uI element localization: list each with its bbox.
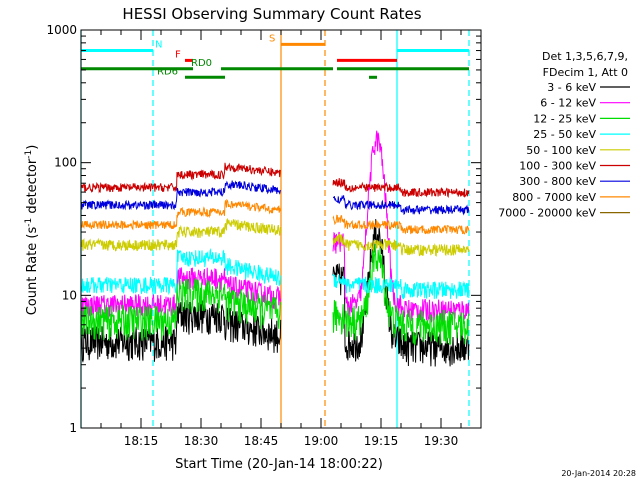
flag-label-3: RD0 [191,58,212,69]
series-1-segment-1 [332,130,470,323]
legend: Det 1,3,5,6,7,9, FDecim 1, Att 0 3 - 6 k… [498,50,630,220]
legend-label-2: 12 - 25 keV [533,112,596,125]
flag-label-2: F [175,49,181,60]
series-6-segment-0 [80,180,281,211]
series-2-segment-0 [80,278,282,341]
y-axis-label-sup1: -1 [24,218,34,227]
y-tick-label-3: 1000 [46,23,77,37]
legend-header-line1: Det 1,3,5,6,7,9, [542,50,628,63]
series-7-segment-0 [80,198,282,231]
x-axis-label: Start Time (20-Jan-14 18:00:22) [175,457,383,472]
legend-label-1: 6 - 12 keV [540,97,596,110]
series-4-segment-0 [80,217,282,252]
footer-date: 20-Jan-2014 20:28 [561,469,636,478]
series-7-segment-1 [332,214,470,235]
series-6-segment-1 [333,194,470,216]
legend-label-3: 25 - 50 keV [533,128,596,141]
flag-label-4: RD6 [157,66,178,77]
series-4-segment-1 [332,233,470,257]
legend-label-8: 7000 - 20000 keV [498,207,596,220]
axes-layer: 1 10 100 1000 18:15 18:30 18:45 19:00 19:15 19:30 [46,23,482,448]
legend-label-4: 50 - 100 keV [526,144,596,157]
series-5-segment-0 [80,162,281,194]
x-tick-label-3: 19:00 [304,434,339,448]
series-3-segment-0 [80,248,282,296]
y-axis-label-main: Count Rate (s [25,227,40,316]
x-tick-label-5: 19:30 [424,434,459,448]
x-tick-label-0: 18:15 [124,434,159,448]
legend-label-0: 3 - 6 keV [547,81,596,94]
y-axis-label-end: ) [25,145,40,150]
series-2-segment-1 [332,243,470,346]
flag-label-0: N [155,40,162,51]
y-tick-label-2: 100 [54,156,77,170]
legend-header-line2: FDecim 1, Att 0 [543,66,628,79]
flag-label-1: S [269,33,275,44]
series-5-segment-1 [332,178,470,199]
legend-label-7: 800 - 7000 keV [512,191,596,204]
series-3-segment-1 [332,273,470,300]
y-tick-label-1: 10 [62,288,77,302]
y-tick-label-0: 1 [69,421,77,435]
legend-label-5: 100 - 300 keV [519,160,596,173]
y-axis-label-mid: detector [25,158,40,218]
x-tick-label-1: 18:30 [184,434,219,448]
flag-layer: N S F RD0 RD6 [81,33,469,79]
y-axis-label: Count Rate (s-1 detector-1) [24,145,40,316]
chart-title: HESSI Observing Summary Count Rates [122,5,421,23]
x-tick-label-4: 19:15 [364,434,399,448]
legend-label-6: 300 - 800 keV [519,175,596,188]
series-layer [80,130,470,367]
x-tick-label-2: 18:45 [244,434,279,448]
y-axis-label-sup2: -1 [24,150,34,159]
series-0-segment-0 [80,299,282,363]
